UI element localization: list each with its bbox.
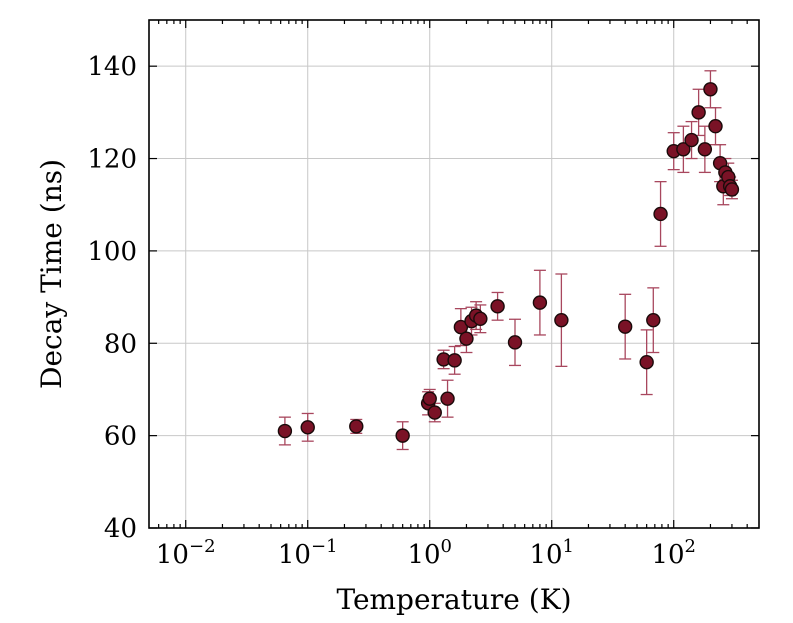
- data-point: [653, 206, 668, 222]
- data-point: [532, 295, 548, 310]
- data-point: [684, 132, 699, 148]
- x-tick-labels: 10−2 10−1 100 101 102: [156, 536, 696, 570]
- data-point: [447, 353, 462, 368]
- x-tick-label: 10−1: [278, 536, 338, 570]
- major-ticks: [149, 20, 759, 529]
- data-point: [395, 428, 410, 443]
- data-point: [453, 319, 469, 335]
- data-point: [703, 82, 718, 97]
- data-point: [459, 331, 474, 346]
- y-axis-label: Decay Time (ns): [35, 159, 68, 389]
- data-point: [473, 311, 488, 326]
- data-point: [639, 355, 654, 370]
- x-tick-label: 10−2: [156, 536, 216, 570]
- data-point: [646, 312, 661, 328]
- data-point: [617, 319, 633, 334]
- y-tick-labels: 40 60 80 100 120 140: [87, 52, 137, 544]
- data-point: [440, 391, 455, 406]
- y-tick-label: 60: [104, 422, 137, 452]
- data-point: [724, 182, 740, 197]
- y-tick-label: 40: [104, 514, 137, 544]
- data-point: [697, 142, 713, 157]
- data-point: [277, 423, 293, 439]
- data-point: [349, 419, 364, 434]
- y-tick-label: 100: [87, 237, 137, 267]
- y-tick-label: 120: [87, 145, 137, 175]
- data-point: [490, 299, 505, 314]
- data-points: [277, 82, 740, 443]
- x-tick-label: 101: [529, 536, 574, 570]
- data-point: [554, 312, 569, 328]
- y-tick-label: 80: [104, 329, 137, 359]
- plot-frame: [148, 19, 760, 529]
- data-point: [676, 142, 691, 157]
- error-bars: [278, 70, 738, 451]
- x-axis-label: Temperature (K): [336, 583, 571, 616]
- data-point: [691, 105, 706, 120]
- x-tick-label: 102: [651, 536, 696, 570]
- x-tick-label: 100: [407, 536, 452, 570]
- data-point: [708, 119, 723, 134]
- data-point: [507, 335, 523, 350]
- data-point: [300, 420, 315, 435]
- data-point: [427, 405, 442, 420]
- grid: [149, 20, 759, 529]
- minor-ticks: [158, 20, 748, 528]
- y-tick-label: 140: [87, 52, 137, 82]
- data-point: [422, 391, 437, 406]
